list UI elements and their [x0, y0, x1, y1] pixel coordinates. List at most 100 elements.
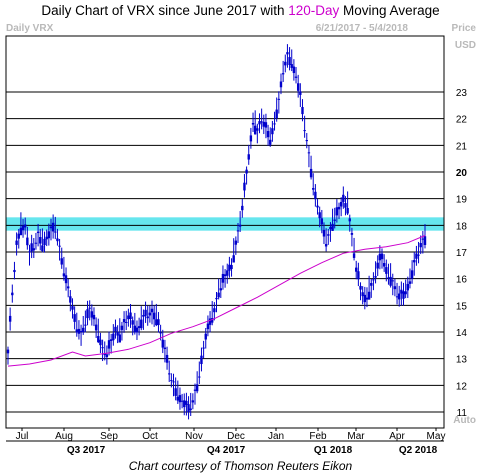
price-body [230, 265, 233, 270]
price-body [94, 324, 98, 331]
price-body [176, 396, 180, 401]
price-body [221, 273, 225, 283]
price-body [79, 331, 83, 333]
price-body [387, 277, 390, 279]
price-body [120, 325, 124, 330]
price-body [165, 354, 169, 363]
price-body [417, 254, 420, 256]
price-body [217, 292, 220, 298]
price-body [15, 240, 18, 245]
price-body [273, 123, 276, 125]
price-body [187, 404, 190, 413]
price-body [301, 107, 304, 115]
y-tick-label: 21 [456, 141, 468, 152]
price-body [157, 319, 160, 326]
price-body [223, 274, 227, 277]
month-label: Feb [309, 431, 327, 442]
price-body [32, 248, 35, 251]
price-body [243, 182, 246, 191]
price-bars [6, 44, 427, 420]
price-body [365, 297, 369, 300]
price-body [264, 122, 268, 128]
price-body [286, 52, 289, 55]
resistance-band [6, 217, 444, 231]
y-tick-label: 20 [456, 168, 468, 179]
price-body [39, 237, 42, 244]
price-body [309, 168, 313, 178]
price-body [51, 222, 55, 232]
price-body [64, 275, 68, 284]
price-body [234, 240, 238, 245]
price-body [155, 319, 158, 326]
y-tick-label: 15 [456, 301, 468, 312]
price-body [266, 131, 270, 138]
price-body [17, 233, 20, 239]
y-tick-label: 13 [456, 355, 468, 366]
price-body [60, 258, 63, 265]
price-body [389, 276, 392, 286]
price-body [419, 243, 422, 248]
price-body [318, 212, 321, 219]
price-body [258, 121, 261, 125]
month-label: Apr [389, 431, 405, 442]
price-body [355, 267, 358, 272]
price-body [86, 309, 89, 319]
price-body [312, 188, 315, 190]
price-body [49, 226, 53, 229]
price-body [30, 243, 33, 252]
price-body [400, 289, 403, 294]
y-tick-label: 22 [456, 115, 468, 126]
price-body [170, 380, 173, 382]
price-body [344, 203, 347, 208]
price-body [21, 225, 25, 231]
price-body [256, 128, 259, 131]
y-tick-label: 14 [456, 328, 468, 339]
price-body [413, 260, 416, 263]
price-body [137, 326, 141, 329]
month-label: Aug [55, 431, 73, 442]
price-body [367, 291, 371, 300]
price-body [232, 255, 235, 263]
price-body [342, 194, 345, 202]
price-body [180, 400, 184, 402]
price-body [307, 152, 311, 154]
price-body [45, 236, 48, 240]
month-ticks [21, 428, 437, 431]
price-body [249, 135, 253, 142]
price-body [174, 388, 177, 396]
price-body [219, 288, 222, 291]
price-body [183, 400, 186, 408]
price-body [47, 231, 51, 239]
price-body [378, 253, 382, 261]
price-body [380, 253, 384, 260]
price-body [101, 347, 104, 349]
price-body [337, 206, 341, 210]
price-body [172, 381, 175, 383]
price-body [178, 395, 182, 403]
price-body [226, 270, 229, 276]
price-body [13, 269, 16, 273]
price-body [19, 227, 23, 236]
price-body [215, 297, 218, 300]
month-label: Oct [142, 431, 158, 442]
month-label: Sep [100, 431, 118, 442]
price-body [99, 339, 102, 346]
price-body [122, 319, 126, 323]
quarter-label: Q2 2018 [399, 445, 438, 456]
price-body [161, 339, 164, 348]
price-body [202, 347, 205, 349]
watermark-symbol: Daily VRX [6, 23, 54, 34]
price-body [116, 331, 119, 336]
y-tick-label: 19 [456, 195, 468, 206]
price-body [253, 125, 257, 135]
price-body [260, 121, 263, 123]
quarter-label: Q4 2017 [207, 445, 246, 456]
price-body [423, 236, 427, 245]
y-tick-label: 11 [457, 408, 468, 419]
price-body [352, 253, 356, 258]
price-body [322, 229, 326, 237]
price-body [200, 355, 203, 365]
price-body [320, 218, 324, 225]
price-body [404, 291, 407, 295]
price-body [247, 154, 250, 160]
